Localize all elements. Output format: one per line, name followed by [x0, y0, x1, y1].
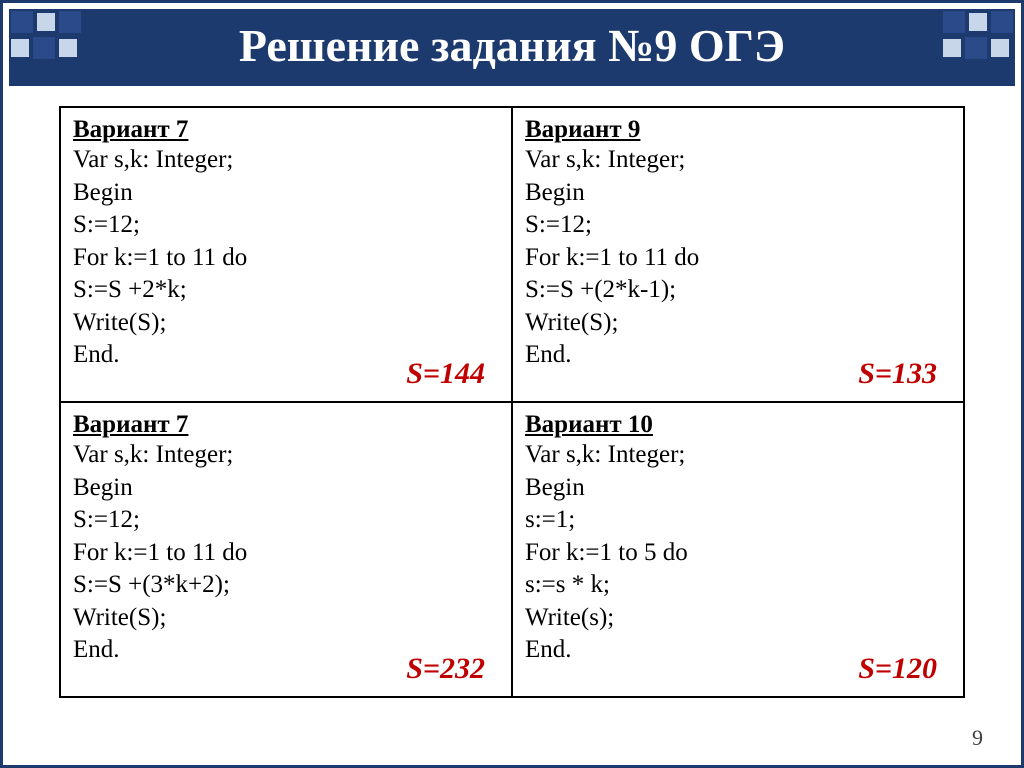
- code-line: Write(S);: [73, 307, 499, 340]
- code-line: S:=S +(3*k+2);: [73, 569, 499, 602]
- answer: S=232: [406, 652, 485, 686]
- code-line: S:=S +2*k;: [73, 274, 499, 307]
- answer: S=133: [858, 357, 937, 391]
- code-line: Var s,k: Integer;: [73, 439, 499, 472]
- code-line: Begin: [525, 472, 951, 505]
- code-line: For k:=1 to 11 do: [73, 242, 499, 275]
- tasks-table: Вариант 7 Var s,k: Integer; Begin S:=12;…: [59, 106, 965, 698]
- deco-squares-right: [943, 11, 1013, 59]
- variant-head: Вариант 9: [525, 116, 951, 144]
- code-line: s:=s * k;: [525, 569, 951, 602]
- variant-head: Вариант 7: [73, 411, 499, 439]
- deco-squares-left: [11, 11, 81, 59]
- code-line: Begin: [73, 472, 499, 505]
- code-line: Begin: [525, 177, 951, 210]
- code-line: For k:=1 to 11 do: [525, 242, 951, 275]
- code-line: For k:=1 to 11 do: [73, 537, 499, 570]
- code-line: Write(S);: [73, 602, 499, 635]
- variant-head: Вариант 7: [73, 116, 499, 144]
- code-line: s:=1;: [525, 504, 951, 537]
- code-line: For k:=1 to 5 do: [525, 537, 951, 570]
- answer: S=144: [406, 357, 485, 391]
- code-line: Begin: [73, 177, 499, 210]
- slide-frame: Решение задания №9 ОГЭ Вариант 7 Var s,k…: [0, 0, 1024, 768]
- slide-title: Решение задания №9 ОГЭ: [9, 9, 1015, 86]
- code-line: S:=S +(2*k-1);: [525, 274, 951, 307]
- task-cell: Вариант 10 Var s,k: Integer; Begin s:=1;…: [512, 402, 964, 697]
- content: Вариант 7 Var s,k: Integer; Begin S:=12;…: [3, 86, 1021, 698]
- code-line: Var s,k: Integer;: [525, 144, 951, 177]
- answer: S=120: [858, 652, 937, 686]
- task-cell: Вариант 7 Var s,k: Integer; Begin S:=12;…: [60, 107, 512, 402]
- variant-head: Вариант 10: [525, 411, 951, 439]
- code-line: S:=12;: [525, 209, 951, 242]
- code-line: S:=12;: [73, 504, 499, 537]
- code-line: Var s,k: Integer;: [73, 144, 499, 177]
- code-line: Write(S);: [525, 307, 951, 340]
- task-cell: Вариант 7 Var s,k: Integer; Begin S:=12;…: [60, 402, 512, 697]
- code-line: Write(s);: [525, 602, 951, 635]
- task-cell: Вариант 9 Var s,k: Integer; Begin S:=12;…: [512, 107, 964, 402]
- page-number: 9: [972, 725, 983, 751]
- code-line: S:=12;: [73, 209, 499, 242]
- code-line: Var s,k: Integer;: [525, 439, 951, 472]
